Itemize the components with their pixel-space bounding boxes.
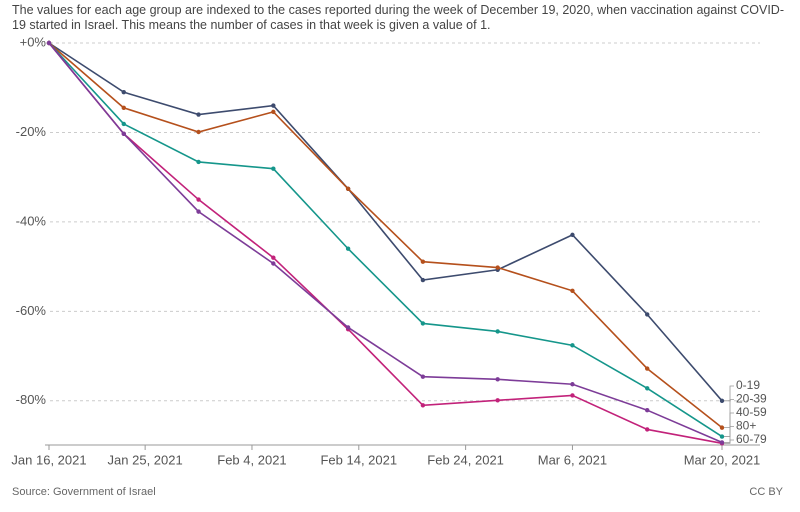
point — [271, 255, 276, 260]
point — [271, 109, 276, 115]
point — [121, 89, 126, 95]
series-line — [48, 42, 723, 402]
point — [570, 232, 575, 238]
point — [719, 440, 725, 445]
series-line — [48, 42, 723, 429]
x-tick-label: Mar 6, 2021 — [538, 452, 607, 467]
point — [645, 366, 650, 371]
point — [495, 398, 500, 403]
source: Source: Government of Israel — [12, 486, 156, 498]
point — [345, 186, 351, 192]
point — [719, 425, 725, 430]
point — [196, 112, 201, 117]
point — [196, 209, 201, 214]
point — [570, 393, 575, 398]
legend-label: 80+ — [736, 419, 756, 433]
point — [196, 197, 201, 202]
point — [420, 277, 426, 283]
legend-label: 60-79 — [736, 432, 767, 446]
series-line — [48, 42, 723, 444]
point — [570, 382, 575, 387]
point — [196, 159, 201, 165]
point — [46, 40, 52, 46]
point — [719, 398, 725, 404]
point — [420, 321, 426, 326]
legend-connector — [724, 439, 734, 443]
x-tick-label: Feb 24, 2021 — [427, 452, 504, 467]
series-line — [48, 42, 723, 445]
x-tick-label: Feb 14, 2021 — [320, 452, 397, 467]
legend-connector — [724, 385, 734, 402]
point — [645, 407, 650, 413]
y-tick-label: -80% — [16, 392, 47, 407]
y-tick-label: +0% — [20, 34, 47, 49]
point — [420, 374, 426, 379]
point — [645, 386, 650, 391]
legend-connector — [724, 426, 734, 444]
legend-label: 20-39 — [736, 392, 767, 406]
point — [345, 246, 351, 251]
point — [196, 129, 201, 135]
legend-label: 40-59 — [736, 405, 767, 419]
point — [495, 377, 500, 382]
series-line — [48, 42, 723, 438]
point — [645, 312, 650, 317]
legend-connector — [724, 399, 734, 429]
point — [121, 131, 126, 136]
point — [271, 103, 276, 108]
x-tick-label: Jan 25, 2021 — [108, 452, 183, 467]
point — [645, 427, 650, 432]
point — [570, 288, 575, 293]
point — [271, 261, 276, 266]
x-tick-label: Feb 4, 2021 — [217, 452, 286, 467]
x-tick-label: Mar 20, 2021 — [684, 452, 761, 467]
point — [420, 259, 426, 264]
legend-connector — [724, 412, 734, 437]
point — [570, 343, 575, 348]
y-tick-label: -40% — [16, 213, 47, 228]
point — [121, 105, 126, 111]
point — [719, 434, 725, 439]
point — [121, 121, 126, 127]
x-tick-label: Jan 16, 2021 — [11, 452, 86, 467]
point — [271, 166, 276, 171]
point — [495, 265, 500, 270]
subtitle: The values for each age group are indexe… — [12, 3, 784, 32]
point — [495, 329, 500, 334]
point — [345, 325, 351, 330]
license: CC BY — [749, 486, 783, 498]
y-tick-label: -20% — [16, 124, 47, 139]
legend-label: 0-19 — [736, 378, 760, 392]
y-tick-label: -60% — [16, 303, 47, 318]
point — [420, 403, 426, 408]
